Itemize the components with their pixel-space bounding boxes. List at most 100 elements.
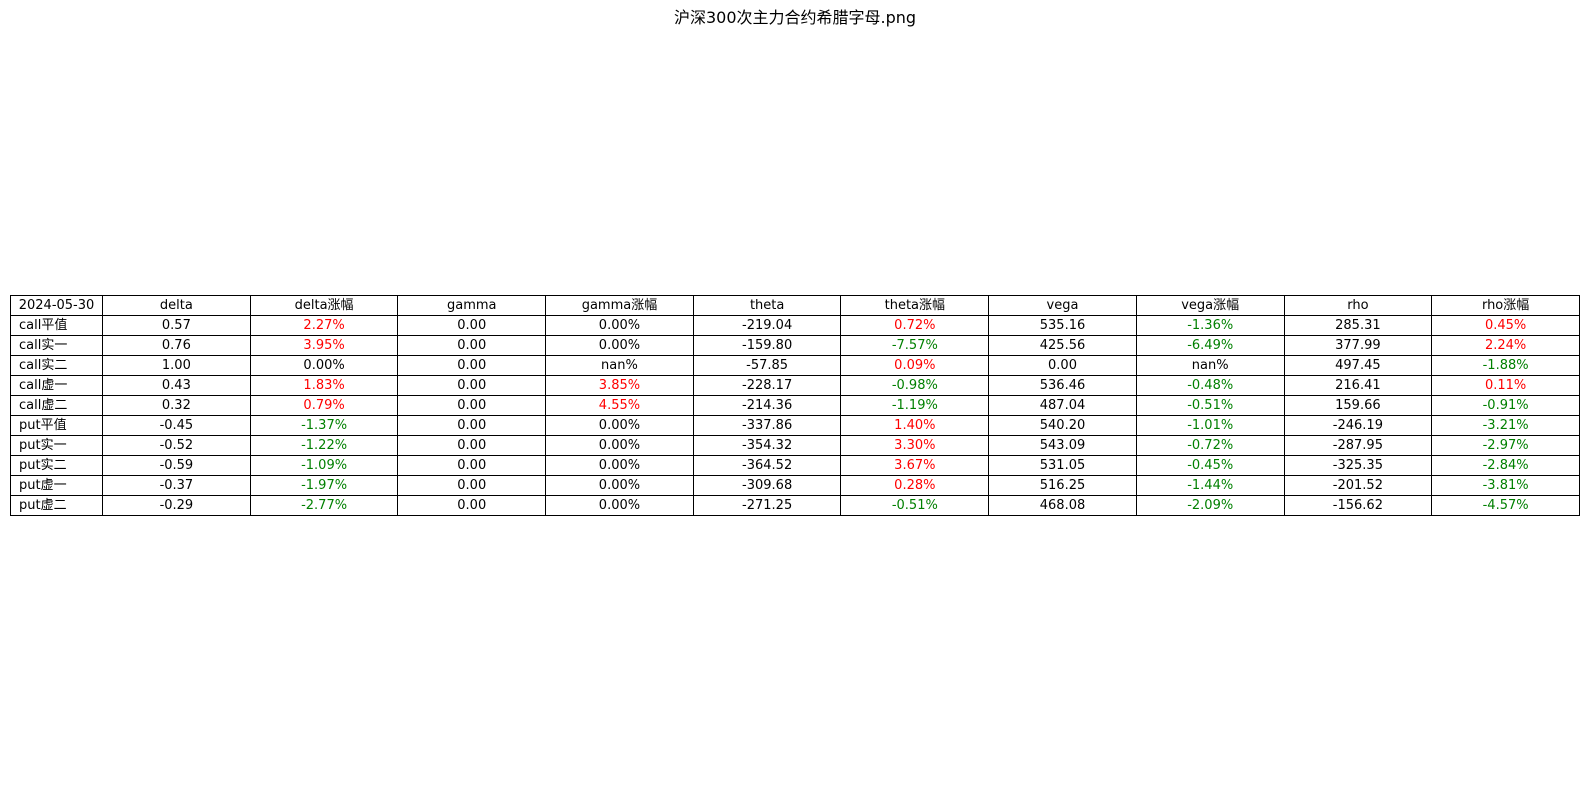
change-cell: 1.83% — [249, 375, 399, 396]
change-cell: 3.85% — [545, 375, 694, 396]
row-label-cell: put实一 — [9, 435, 104, 456]
header-cell: theta — [692, 295, 842, 316]
value-cell: -287.95 — [1283, 435, 1433, 456]
change-cell: 0.00% — [545, 435, 694, 456]
header-cell: delta — [102, 295, 251, 316]
value-cell: -364.52 — [692, 455, 842, 476]
value-cell: -201.52 — [1283, 475, 1433, 496]
change-cell: -0.91% — [1431, 395, 1580, 416]
value-cell: 535.16 — [988, 315, 1137, 336]
value-cell: 0.76 — [102, 335, 251, 356]
value-cell: 0.00 — [397, 355, 547, 376]
change-cell: 0.00% — [545, 475, 694, 496]
change-cell: -2.09% — [1135, 495, 1285, 516]
header-cell: vega — [988, 295, 1137, 316]
value-cell: 531.05 — [988, 455, 1137, 476]
value-cell: 497.45 — [1283, 355, 1433, 376]
change-cell: 0.00% — [545, 315, 694, 336]
value-cell: -354.32 — [692, 435, 842, 456]
change-cell: -6.49% — [1135, 335, 1285, 356]
value-cell: -271.25 — [692, 495, 842, 516]
change-cell: -1.37% — [249, 415, 399, 436]
change-cell: -1.19% — [840, 395, 990, 416]
table-row: put实一 -0.52 -1.22% 0.00 0.00% -354.32 3.30% 543… — [9, 435, 1580, 456]
value-cell: 0.00 — [397, 395, 547, 416]
value-cell: -228.17 — [692, 375, 842, 396]
value-cell: -0.37 — [102, 475, 251, 496]
change-cell: -3.21% — [1431, 415, 1580, 436]
row-label-cell: call实二 — [9, 355, 104, 376]
table-row: call实一 0.76 3.95% 0.00 0.00% -159.80 -7.57% 425… — [9, 335, 1580, 356]
row-label-cell: call虚二 — [9, 395, 104, 416]
value-cell: -337.86 — [692, 415, 842, 436]
change-cell: -0.45% — [1135, 455, 1285, 476]
table-row: put虚一 -0.37 -1.97% 0.00 0.00% -309.68 0.28% 516… — [9, 475, 1580, 496]
change-cell: -0.98% — [840, 375, 990, 396]
value-cell: 543.09 — [988, 435, 1137, 456]
value-cell: 0.32 — [102, 395, 251, 416]
change-cell: -1.44% — [1135, 475, 1285, 496]
change-cell: 0.11% — [1431, 375, 1580, 396]
value-cell: -0.45 — [102, 415, 251, 436]
table-row: call虚一 0.43 1.83% 0.00 3.85% -228.17 -0.98% 536… — [9, 375, 1580, 396]
greeks-table: 2024-05-30 delta delta涨幅 gamma gamma涨幅 theta t… — [9, 295, 1580, 516]
change-cell: 2.27% — [249, 315, 399, 336]
table-row: put平值 -0.45 -1.37% 0.00 0.00% -337.86 1.40% 540… — [9, 415, 1580, 436]
change-cell: 1.40% — [840, 415, 990, 436]
change-cell: 3.95% — [249, 335, 399, 356]
change-cell: 2.24% — [1431, 335, 1580, 356]
table-row: put虚二 -0.29 -2.77% 0.00 0.00% -271.25 -0.51% 46… — [9, 495, 1580, 516]
row-label-cell: put平值 — [9, 415, 104, 436]
change-cell: 0.72% — [840, 315, 990, 336]
value-cell: 0.00 — [397, 495, 547, 516]
change-cell: -4.57% — [1431, 495, 1580, 516]
row-label-cell: put虚一 — [9, 475, 104, 496]
change-cell: nan% — [1135, 355, 1285, 376]
value-cell: 0.43 — [102, 375, 251, 396]
change-cell: -0.48% — [1135, 375, 1285, 396]
row-label-cell: put实二 — [9, 455, 104, 476]
table-row: put实二 -0.59 -1.09% 0.00 0.00% -364.52 3.67% 531… — [9, 455, 1580, 476]
change-cell: -2.77% — [249, 495, 399, 516]
value-cell: 0.00 — [397, 315, 547, 336]
table-row: call平值 0.57 2.27% 0.00 0.00% -219.04 0.72% 535.… — [9, 315, 1580, 336]
value-cell: -0.29 — [102, 495, 251, 516]
change-cell: 3.67% — [840, 455, 990, 476]
value-cell: 285.31 — [1283, 315, 1433, 336]
value-cell: 540.20 — [988, 415, 1137, 436]
change-cell: nan% — [545, 355, 694, 376]
change-cell: -1.97% — [249, 475, 399, 496]
value-cell: 0.00 — [397, 415, 547, 436]
table-header: 2024-05-30 delta delta涨幅 gamma gamma涨幅 theta t… — [9, 295, 1580, 316]
header-cell: vega涨幅 — [1135, 295, 1285, 316]
change-cell: -1.09% — [249, 455, 399, 476]
change-cell: -1.01% — [1135, 415, 1285, 436]
value-cell: 0.00 — [397, 455, 547, 476]
header-date-cell: 2024-05-30 — [9, 295, 104, 316]
row-label-cell: call平值 — [9, 315, 104, 336]
value-cell: 0.00 — [397, 475, 547, 496]
row-label-cell: call虚一 — [9, 375, 104, 396]
value-cell: -309.68 — [692, 475, 842, 496]
table-row: call虚二 0.32 0.79% 0.00 4.55% -214.36 -1.19% 487… — [9, 395, 1580, 416]
change-cell: -2.84% — [1431, 455, 1580, 476]
value-cell: -246.19 — [1283, 415, 1433, 436]
change-cell: 0.09% — [840, 355, 990, 376]
change-cell: -1.22% — [249, 435, 399, 456]
value-cell: -214.36 — [692, 395, 842, 416]
change-cell: 0.00% — [545, 455, 694, 476]
change-cell: -0.51% — [1135, 395, 1285, 416]
value-cell: 0.00 — [397, 375, 547, 396]
value-cell: 516.25 — [988, 475, 1137, 496]
change-cell: 3.30% — [840, 435, 990, 456]
value-cell: -0.59 — [102, 455, 251, 476]
value-cell: -57.85 — [692, 355, 842, 376]
change-cell: 0.28% — [840, 475, 990, 496]
value-cell: 159.66 — [1283, 395, 1433, 416]
value-cell: -156.62 — [1283, 495, 1433, 516]
change-cell: 0.00% — [249, 355, 399, 376]
change-cell: -1.36% — [1135, 315, 1285, 336]
value-cell: -159.80 — [692, 335, 842, 356]
header-cell: gamma涨幅 — [545, 295, 694, 316]
header-row: 2024-05-30 delta delta涨幅 gamma gamma涨幅 theta t… — [9, 295, 1580, 316]
